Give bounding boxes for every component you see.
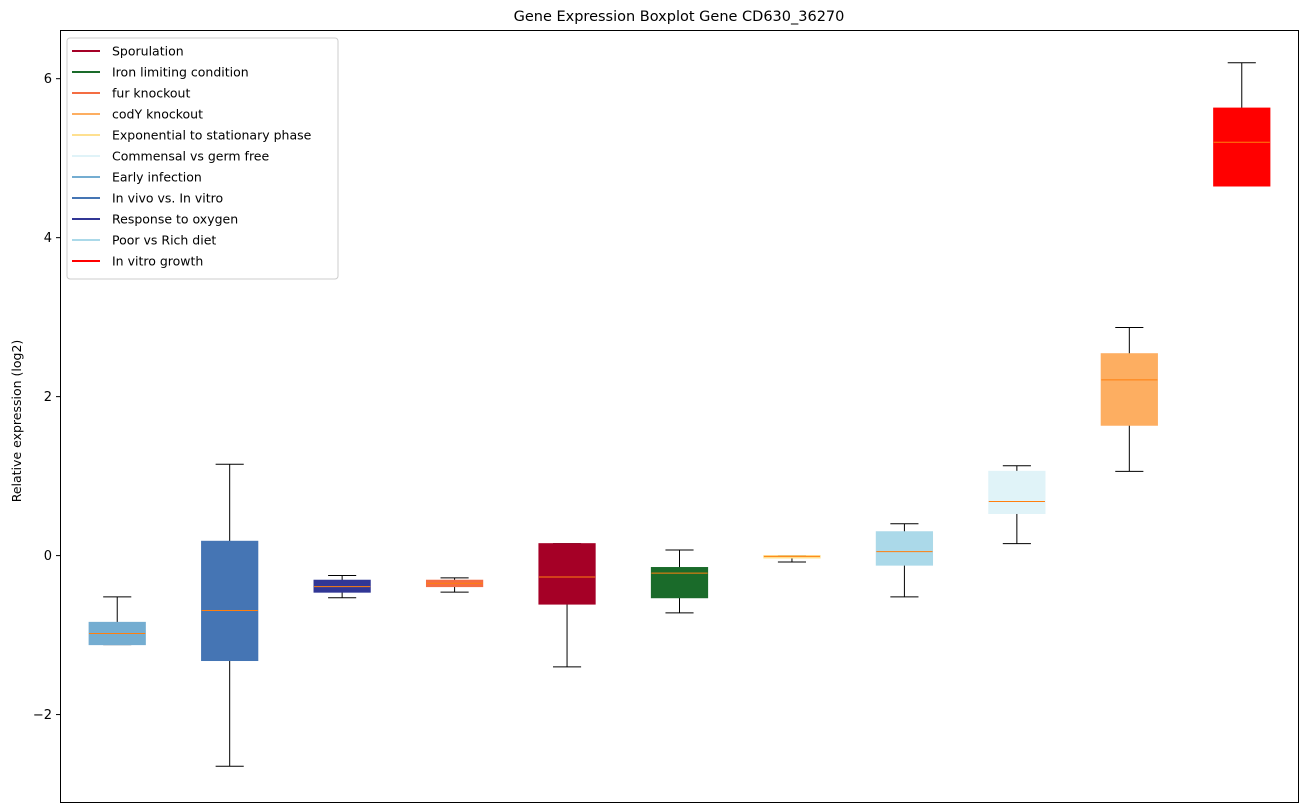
- box-in-vitro-growth: [1213, 62, 1271, 187]
- box-cody-knockout: [1100, 326, 1158, 472]
- legend-label: Sporulation: [112, 44, 184, 59]
- legend-label: codY knockout: [112, 107, 203, 122]
- legend-label: Iron limiting condition: [112, 65, 249, 80]
- box-exponential-to-stationary-phase: [763, 555, 821, 563]
- box-early-infection: [88, 596, 146, 646]
- chart-title: Gene Expression Boxplot Gene CD630_36270: [514, 9, 845, 25]
- y-tick-label: 4: [44, 231, 52, 246]
- box-iqr: [201, 540, 259, 662]
- legend: Sporulation Iron limiting condition fur kn…: [66, 37, 339, 280]
- box-iqr: [875, 531, 934, 566]
- box-iqr: [538, 543, 596, 605]
- box-fur-knockout: [425, 577, 484, 593]
- legend-label: In vivo vs. In vitro: [112, 191, 223, 206]
- box-iron-limiting-condition: [650, 549, 709, 614]
- legend-label: fur knockout: [112, 86, 190, 101]
- box-response-to-oxygen: [313, 574, 371, 599]
- box-iqr: [988, 470, 1046, 514]
- y-tick-label: 6: [44, 72, 52, 87]
- box-poor-vs-rich-diet: [875, 523, 934, 598]
- legend-label: Commensal vs germ free: [112, 149, 269, 164]
- box-iqr: [1213, 107, 1271, 187]
- box-commensal-vs-germ-free: [988, 465, 1046, 545]
- y-axis: −2 0 2 4 6: [33, 72, 61, 723]
- legend-label: In vitro growth: [112, 254, 203, 269]
- box-group: [88, 62, 1271, 767]
- legend-label: Exponential to stationary phase: [112, 128, 312, 143]
- box-sporulation: [538, 543, 596, 668]
- y-tick-label: −2: [33, 708, 52, 723]
- box-iqr: [650, 567, 709, 599]
- y-tick-label: 2: [44, 390, 52, 405]
- legend-label: Early infection: [112, 170, 202, 185]
- legend-frame: [66, 37, 339, 280]
- y-tick-label: 0: [44, 549, 52, 564]
- plot-frame: [60, 30, 1299, 803]
- y-axis-label: Relative expression (log2): [9, 340, 24, 503]
- box-in-vivo-vs-in-vitro: [201, 463, 259, 767]
- legend-label: Poor vs Rich diet: [112, 233, 216, 248]
- box-iqr: [1100, 353, 1158, 426]
- legend-label: Response to oxygen: [112, 212, 238, 227]
